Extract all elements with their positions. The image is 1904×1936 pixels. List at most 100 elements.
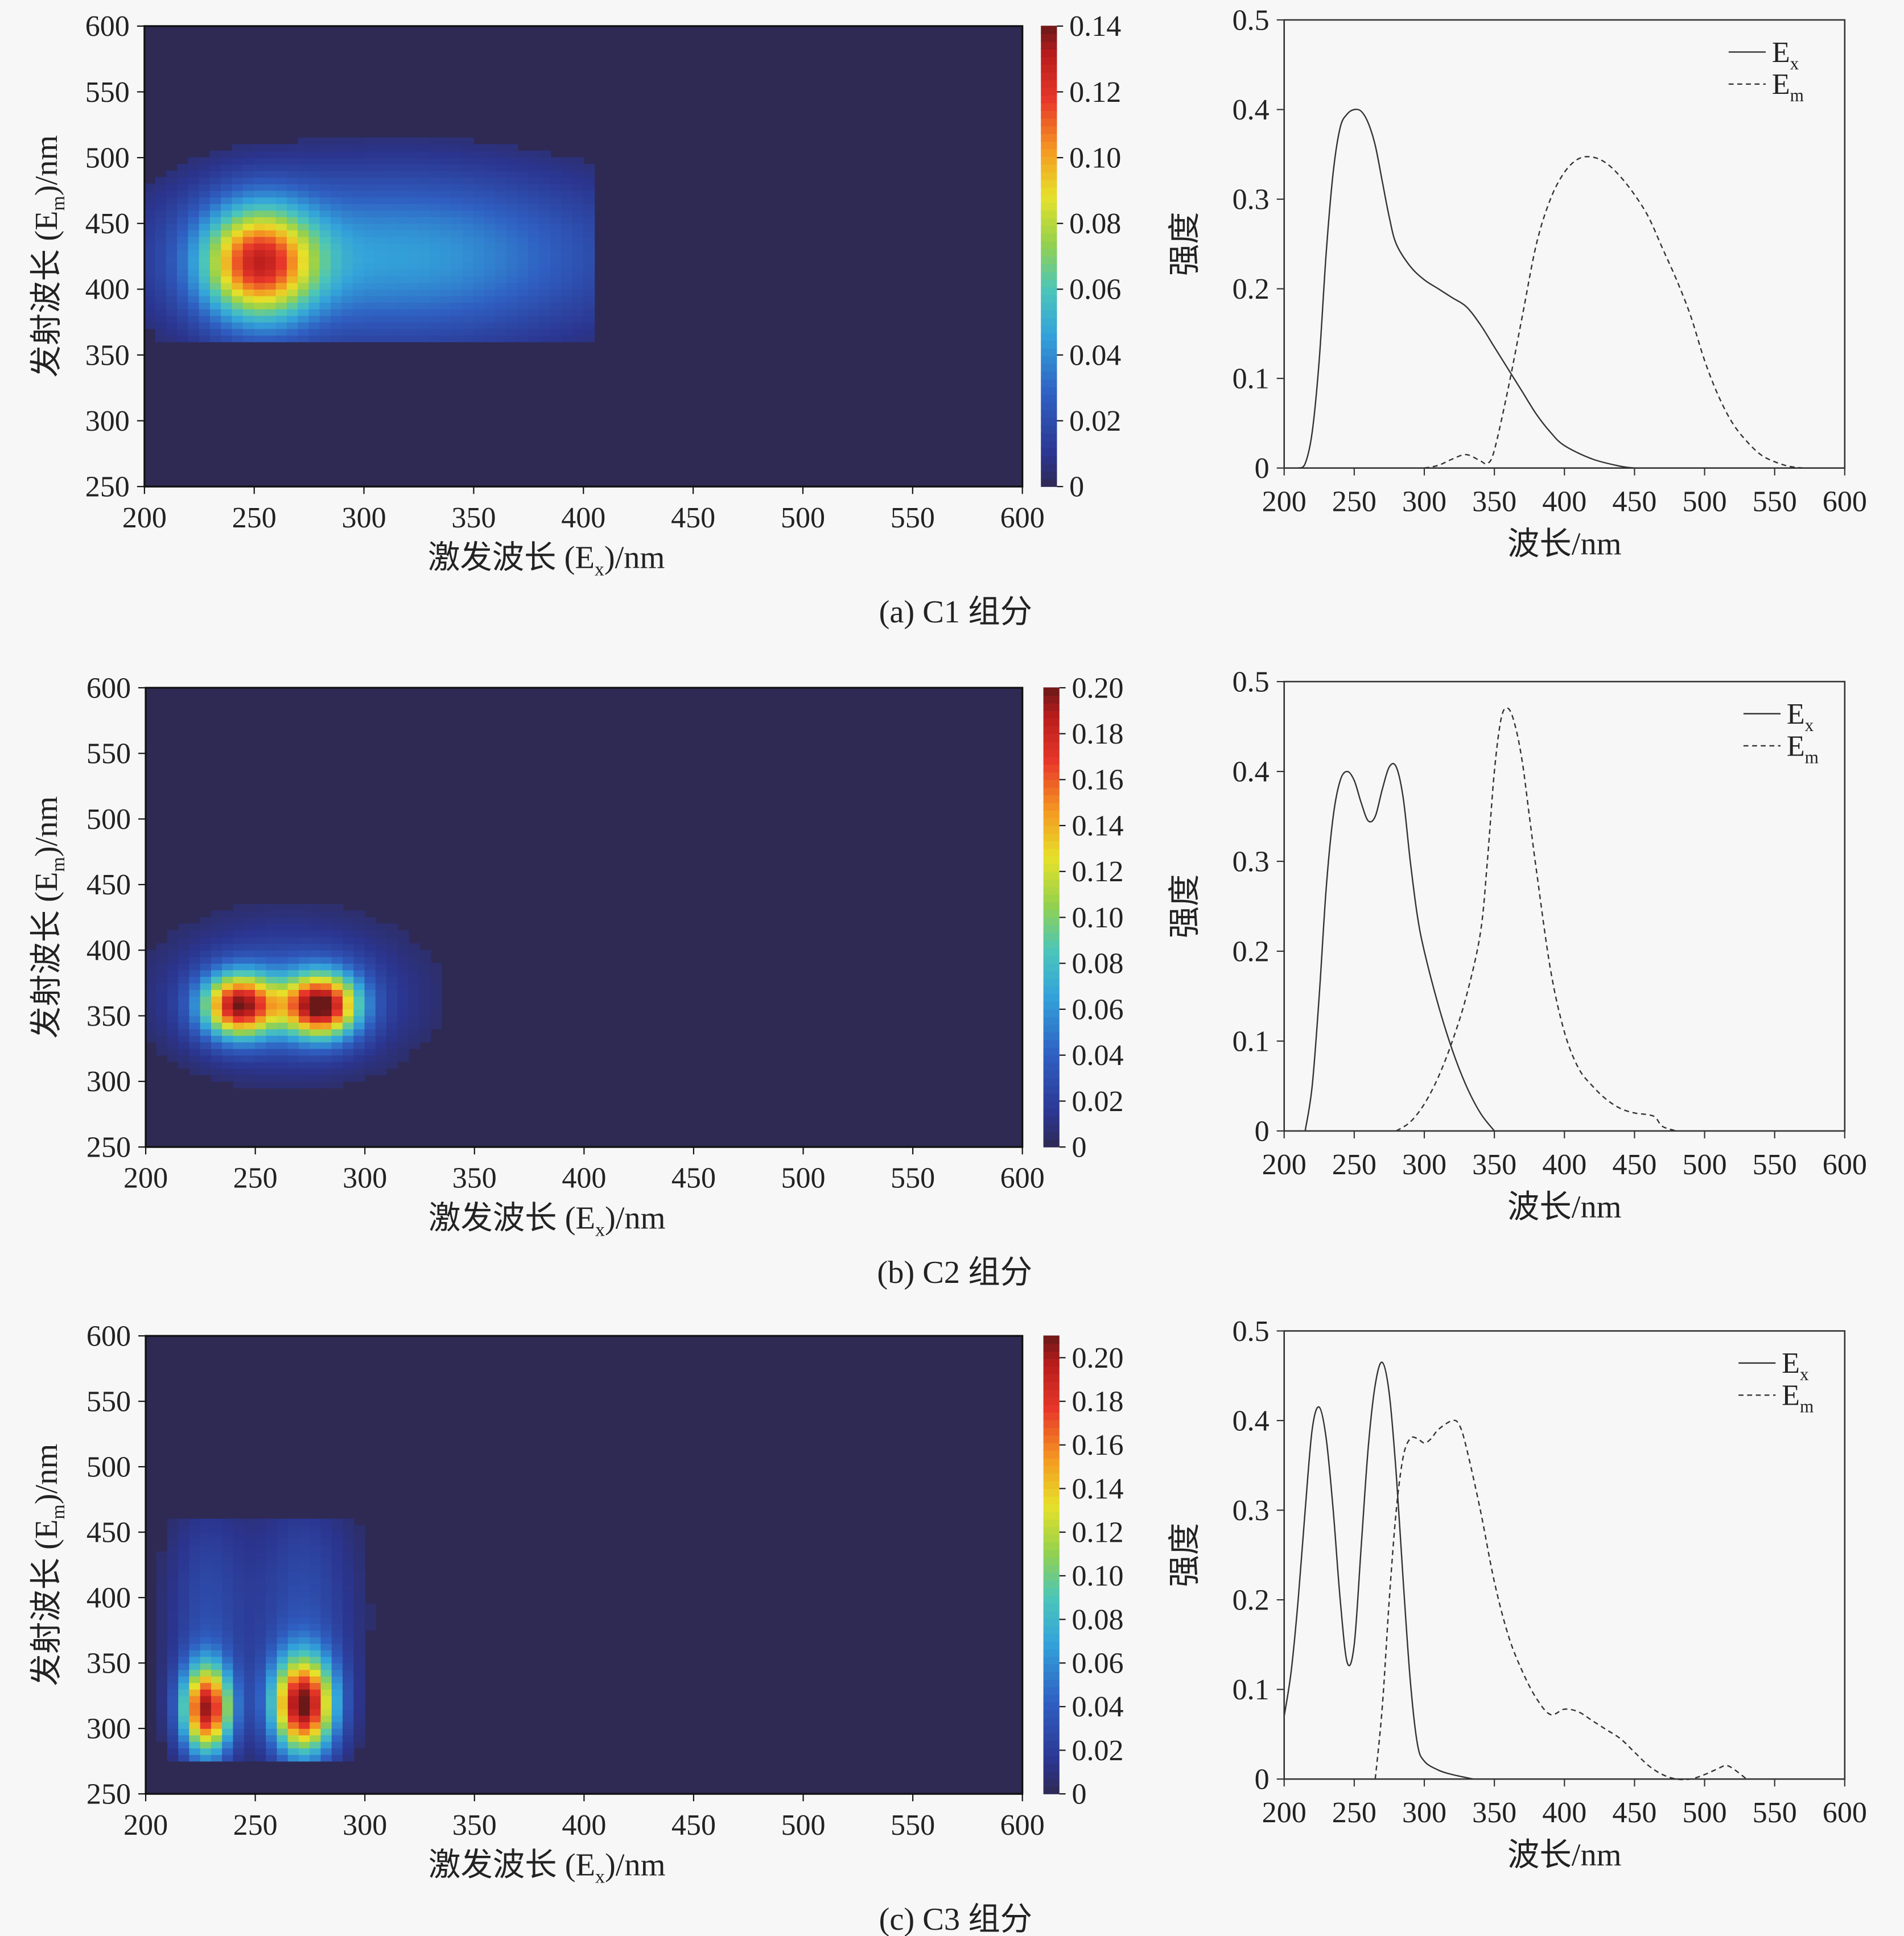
- y-tick-label: 550: [85, 76, 130, 109]
- heatmap-cell: [254, 1061, 267, 1069]
- heatmap-cell: [242, 295, 255, 303]
- heatmap-cell: [462, 328, 475, 336]
- heatmap-cell: [199, 321, 211, 329]
- heatmap-cell: [188, 164, 200, 171]
- colorbar-segment: [1041, 356, 1057, 365]
- heatmap-cell: [310, 1055, 322, 1062]
- heatmap-cell: [353, 1558, 365, 1566]
- heatmap-cell: [145, 1015, 157, 1023]
- heatmap-cell: [495, 269, 507, 276]
- heatmap-cell: [233, 1081, 245, 1089]
- heatmap-cell: [200, 1545, 212, 1553]
- heatmap-cell: [407, 144, 419, 152]
- colorbar-segment: [1043, 1740, 1060, 1749]
- heatmap-cell: [287, 1722, 300, 1729]
- heatmap-cell: [211, 930, 223, 938]
- heatmap-cell: [429, 203, 442, 211]
- heatmap-cell: [177, 236, 189, 244]
- heatmap-cell: [277, 1722, 289, 1729]
- heatmap-cell: [310, 983, 322, 990]
- heatmap-cell: [572, 177, 584, 185]
- heatmap-cell: [386, 930, 398, 938]
- heatmap-cell: [308, 308, 321, 316]
- heatmap-cell: [506, 282, 518, 290]
- heatmap-cell: [244, 963, 256, 971]
- heatmap-cell: [299, 1630, 311, 1637]
- heatmap-cell: [275, 170, 288, 178]
- heatmap-cell: [222, 1754, 234, 1762]
- heatmap-cell: [310, 1741, 322, 1749]
- heatmap-cell: [221, 308, 233, 316]
- heatmap-cell: [287, 943, 300, 951]
- heatmap-cell: [178, 936, 190, 944]
- heatmap-cell: [222, 1649, 234, 1657]
- heatmap-cell: [222, 1538, 234, 1546]
- heatmap-cell: [473, 183, 485, 191]
- colorbar-segment: [1043, 1724, 1060, 1733]
- heatmap-cell: [222, 1525, 234, 1533]
- heatmap-cell: [331, 242, 343, 250]
- heatmap-cell: [528, 203, 540, 211]
- heatmap-cell: [473, 150, 485, 158]
- heatmap-cell: [166, 223, 178, 230]
- heatmap-cell: [200, 1597, 212, 1605]
- heatmap-cell: [299, 1597, 311, 1605]
- heatmap-cell: [178, 1610, 190, 1618]
- heatmap-cell: [396, 190, 409, 198]
- heatmap-cell: [374, 308, 386, 316]
- heatmap-cell: [308, 209, 321, 217]
- heatmap-cell: [375, 1015, 388, 1023]
- colorbar-segment: [1041, 125, 1057, 134]
- heatmap-cell: [167, 1630, 179, 1637]
- heatmap-cell: [561, 295, 573, 303]
- heatmap-cell: [265, 157, 277, 165]
- heatmap-cell: [254, 1028, 267, 1036]
- heatmap-cell: [343, 989, 355, 997]
- colorbar-segment: [1041, 202, 1057, 211]
- heatmap-cell: [188, 315, 200, 323]
- heatmap-cell: [319, 321, 332, 329]
- heatmap-cell: [353, 1551, 365, 1559]
- heatmap-cell: [341, 196, 353, 204]
- heatmap-cell: [233, 1074, 245, 1082]
- heatmap-cell: [287, 1591, 300, 1598]
- heatmap-cell: [178, 1682, 190, 1690]
- heatmap-cell: [177, 275, 189, 283]
- heatmap-cell: [188, 236, 200, 244]
- heatmap-cell: [430, 1002, 442, 1010]
- heatmap-cell: [310, 1584, 322, 1592]
- y-tick-label: 250: [85, 471, 130, 503]
- heatmap-cell: [254, 1532, 267, 1539]
- heatmap-cell: [200, 930, 212, 938]
- colorbar-segment: [1041, 378, 1057, 387]
- heatmap-cell: [244, 956, 256, 964]
- heatmap-cell: [189, 1055, 201, 1062]
- heatmap-cell: [353, 930, 365, 938]
- heatmap-cell: [200, 1604, 212, 1611]
- heatmap-cell: [462, 164, 475, 171]
- heatmap-cell: [331, 216, 343, 224]
- heatmap-cell: [275, 216, 288, 224]
- y-tick-label: 500: [86, 803, 131, 836]
- heatmap-cell: [287, 1728, 300, 1736]
- heatmap-cell: [156, 1695, 168, 1703]
- heatmap-cell: [178, 956, 190, 964]
- heatmap-cell: [145, 983, 157, 990]
- heatmap-cell: [396, 282, 409, 290]
- heatmap-cell: [166, 321, 178, 329]
- heatmap-cell: [308, 295, 321, 303]
- heatmap-cell: [211, 1518, 223, 1526]
- heatmap-cell: [244, 1649, 256, 1657]
- heatmap-cell: [550, 236, 562, 244]
- heatmap-cell: [222, 1028, 234, 1036]
- heatmap-cell: [189, 950, 201, 957]
- heatmap-cell: [178, 1630, 190, 1637]
- heatmap-cell: [232, 196, 244, 204]
- heatmap-cell: [242, 144, 255, 152]
- heatmap-cell: [397, 989, 409, 997]
- heatmap-cell: [331, 335, 343, 342]
- heatmap-cell: [408, 950, 421, 957]
- heatmap-cell: [341, 229, 353, 237]
- heatmap-cell: [407, 308, 419, 316]
- heatmap-cell: [254, 1695, 267, 1703]
